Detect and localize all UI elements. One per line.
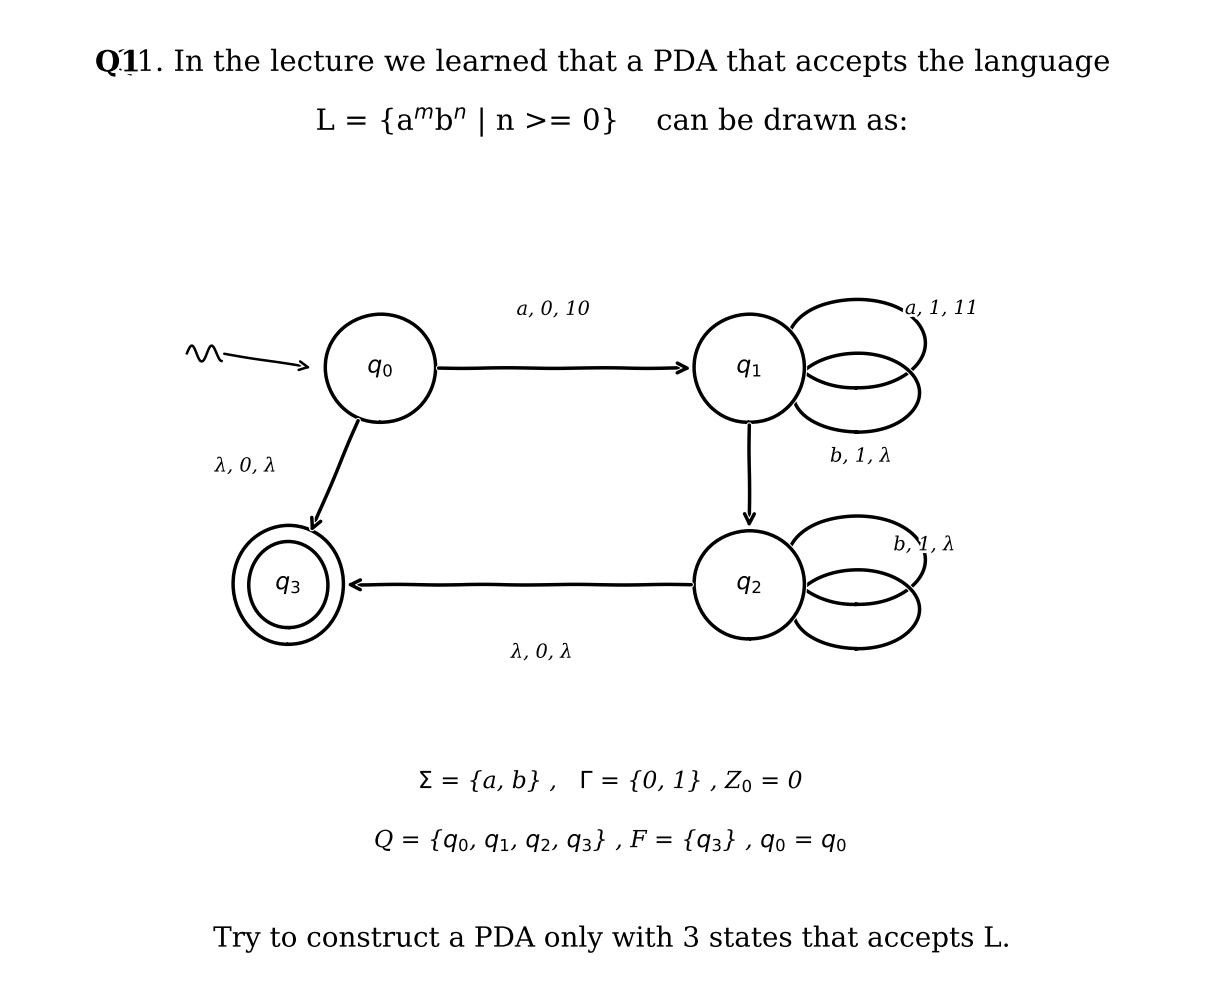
Text: b, 1, λ: b, 1, λ <box>893 537 956 555</box>
Ellipse shape <box>694 315 804 423</box>
Ellipse shape <box>233 526 343 645</box>
Ellipse shape <box>248 543 329 628</box>
Text: $q_2$: $q_2$ <box>737 574 763 597</box>
Text: Q1: Q1 <box>95 49 141 78</box>
Text: $q_1$: $q_1$ <box>737 357 763 380</box>
Text: b, 1, λ: b, 1, λ <box>830 448 892 466</box>
Text: a, 0, 10: a, 0, 10 <box>517 302 590 320</box>
Text: $q_3$: $q_3$ <box>275 574 302 597</box>
Text: $q_0$: $q_0$ <box>368 357 393 380</box>
Text: a, 1, 11: a, 1, 11 <box>904 301 979 319</box>
Text: L = {a$^m$b$^n$ | n >= 0}    can be drawn as:: L = {a$^m$b$^n$ | n >= 0} can be drawn a… <box>315 106 907 139</box>
Text: $\Sigma$ = {a, b} ,   $\Gamma$ = {0, 1} , Z$_0$ = 0: $\Sigma$ = {a, b} , $\Gamma$ = {0, 1} , … <box>418 769 804 794</box>
Text: Try to construct a PDA only with 3 states that accepts L.: Try to construct a PDA only with 3 state… <box>213 926 1009 953</box>
Ellipse shape <box>694 531 804 639</box>
Text: Q = {$q_0$, $q_1$, $q_2$, $q_3$} , F = {$q_3$} , $q_0$ = $q_0$: Q = {$q_0$, $q_1$, $q_2$, $q_3$} , F = {… <box>374 827 848 855</box>
Ellipse shape <box>325 315 436 423</box>
Text: Q1. In the lecture we learned that a PDA that accepts the language: Q1. In the lecture we learned that a PDA… <box>112 50 1110 78</box>
Text: λ, 0, λ: λ, 0, λ <box>215 458 276 476</box>
Text: λ, 0, λ: λ, 0, λ <box>511 644 573 662</box>
